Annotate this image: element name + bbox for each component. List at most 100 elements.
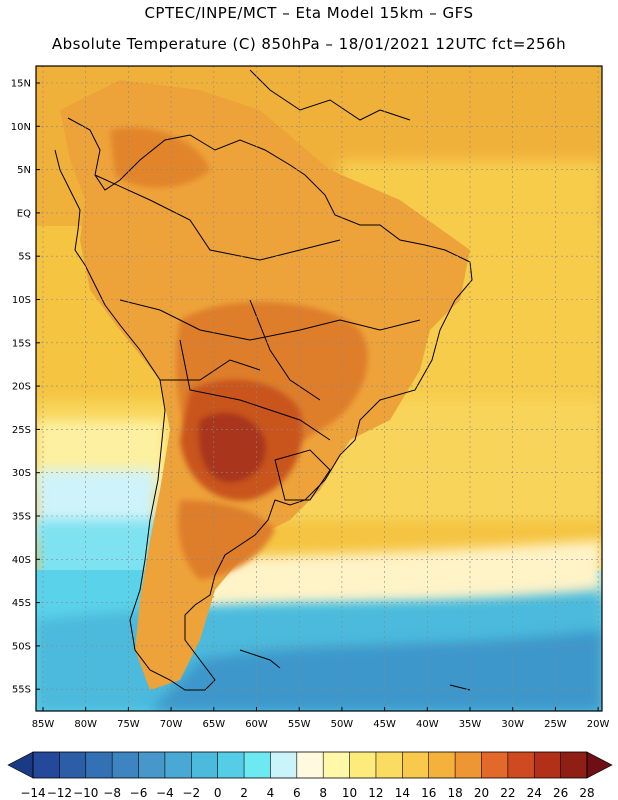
colorbar-label: −6 [130,786,148,800]
colorbar-label: 26 [553,786,568,800]
colorbar-swatch [481,752,509,778]
falklands [239,649,281,669]
colorbar-label: 28 [579,786,594,800]
colorbar-under-arrow [7,751,34,779]
lat-tick-label: 35S [12,512,31,523]
lat-tick-label: 10N [11,122,31,133]
border-north [94,174,341,261]
coastlines [54,69,473,691]
border-brazil-states [249,299,321,401]
colorbar-labels: −14 −12 −10 −8 −6 −4 −2 0 2 4 6 8 10 12 14 16 18 20 22 24 26… [20,786,594,800]
colorbar-swatch [138,752,166,778]
lat-tick-label: 15N [11,79,31,90]
border-central [119,299,421,341]
colorbar-label: −12 [47,786,72,800]
lon-tick-label: 30W [501,719,524,730]
colorbar-label: −10 [73,786,98,800]
border-bolivia [179,339,331,441]
colorbar-swatch [349,752,377,778]
colorbar-label: 24 [527,786,542,800]
colorbar-swatch [59,752,87,778]
colorbar-label: −2 [182,786,200,800]
colorbar-label: −4 [156,786,174,800]
colorbar-label: 14 [395,786,410,800]
colorbar-label: 10 [342,786,357,800]
colorbar-swatch [164,752,192,778]
lon-tick-label: 80W [74,719,97,730]
colorbar-swatch [455,752,482,778]
colorbar-swatch [85,752,113,778]
lon-tick-label: 55W [288,719,311,730]
colorbar-swatch [534,752,561,778]
colorbar-swatch [428,752,456,778]
colorbar-swatch [244,752,271,778]
lat-tick-label: 20S [12,382,31,393]
chart-title-line-1: CPTEC/INPE/MCT – Eta Model 15km – GFS [144,4,474,22]
colorbar-label: 2 [240,786,248,800]
caribbean-coast [249,69,411,121]
border-uruguay [274,449,331,501]
colorbar-swatch [191,752,218,778]
colorbar-swatch [507,752,535,778]
lon-tick-label: 35W [459,719,482,730]
colorbar-swatch [375,752,403,778]
colorbar-label: 8 [319,786,327,800]
colorbar-label: −14 [20,786,45,800]
lon-tick-label: 60W [245,719,268,730]
lon-tick-label: 75W [117,719,140,730]
lat-tick-label: 30S [12,468,31,479]
field-hot-core [198,412,266,483]
colorbar-swatch [33,752,60,778]
colorbar-label: −8 [103,786,121,800]
border-chile [160,359,261,381]
colorbar-swatch [217,752,245,778]
colorbar-label: 4 [267,786,275,800]
lon-tick-label: 45W [373,719,396,730]
lat-tick-label: 45S [12,598,31,609]
field-deep-cold [150,630,602,711]
colorbar-swatch [323,752,350,778]
colorbar-label: 16 [421,786,436,800]
chart-title-line-2: Absolute Temperature (C) 850hPa – 18/01/… [51,35,567,53]
colorbar-label: 22 [500,786,515,800]
field-venezuela-warm [110,127,210,188]
lon-tick-label: 65W [202,719,225,730]
colorbar-label: 6 [293,786,301,800]
lon-tick-label: 50W [331,719,354,730]
lon-tick-label: 40W [416,719,439,730]
map-frame [35,65,603,712]
lon-tick-label: 70W [160,719,183,730]
lon-tick-label: 85W [32,719,55,730]
colorbar [7,751,613,779]
colorbar-label: 18 [447,786,462,800]
colorbar-swatch [270,752,298,778]
gridlines [36,66,602,711]
lon-tick-label: 25W [544,719,567,730]
colorbar-swatch [296,752,324,778]
field-patagonia-warm [178,500,275,580]
colorbar-swatch [402,752,430,778]
lat-tick-label: EQ [17,208,31,219]
lat-tick-label: 15S [12,338,31,349]
lat-tick-label: 50S [12,641,31,652]
lat-tick-label: 40S [12,555,31,566]
field-front-pale [160,540,602,610]
colorbar-label: 12 [368,786,383,800]
colorbar-swatch [560,752,588,778]
colorbar-outline [32,751,588,779]
temperature-field [36,66,602,711]
colorbar-label: 20 [474,786,489,800]
lat-tick-label: 25S [12,425,31,436]
lat-tick-label: 5S [18,252,31,263]
lat-tick-label: 5N [17,165,31,176]
latitude-axis: 15N 10N 5N EQ 5S 10S 15S 20S 25S 30S 35S 40S 45S 50S 5… [11,79,40,696]
colorbar-label: 0 [214,786,222,800]
colorbar-over-arrow [586,751,613,779]
colorbar-swatch [112,752,139,778]
lat-tick-label: 55S [12,685,31,696]
lat-tick-label: 10S [12,295,31,306]
south-america-coast [54,117,473,691]
lon-tick-label: 20W [587,719,610,730]
longitude-axis: 85W 80W 75W 70W 65W 60W 55W 50W 45W 40W 35W 30W 25W 2… [32,707,610,730]
